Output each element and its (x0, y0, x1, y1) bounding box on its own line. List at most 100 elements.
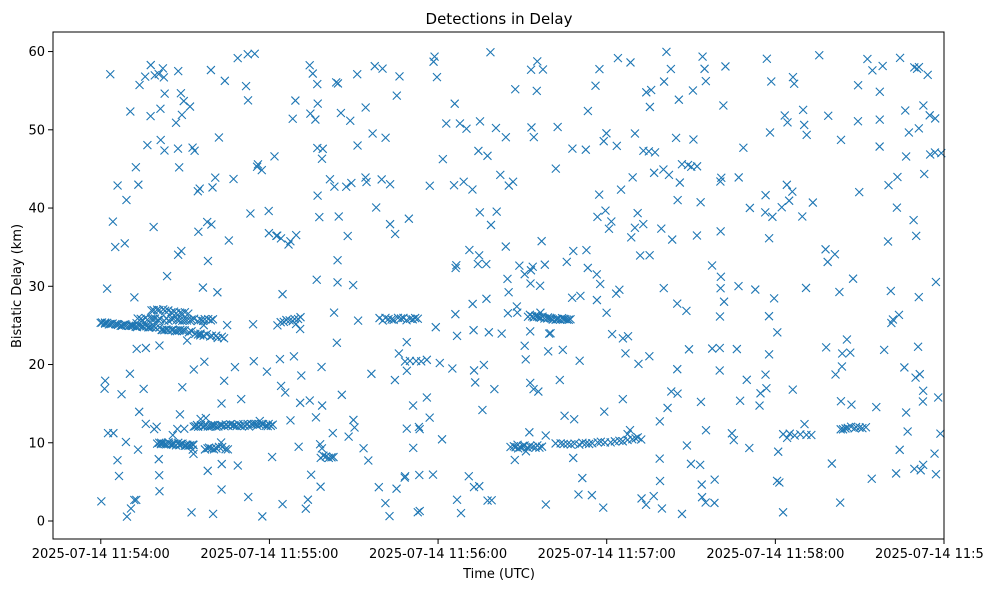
detection-marker (845, 348, 855, 358)
y-tick-label: 20 (28, 358, 45, 373)
detection-marker (416, 356, 426, 366)
detection-marker (154, 470, 164, 480)
detection-marker (784, 196, 794, 206)
detection-marker (268, 420, 278, 430)
detection-marker (931, 469, 941, 479)
detection-marker (925, 150, 935, 159)
detection-marker (778, 507, 788, 517)
detection-marker (483, 151, 492, 161)
detection-marker (291, 319, 301, 329)
detection-marker (576, 291, 585, 301)
detection-marker (760, 208, 770, 217)
detection-marker (799, 120, 809, 130)
detection-marker (641, 500, 651, 510)
detection-marker (414, 422, 424, 432)
detection-marker (633, 433, 643, 442)
detection-marker (327, 452, 336, 462)
detection-marker (310, 115, 320, 124)
detection-marker (667, 235, 677, 244)
detection-marker (278, 499, 287, 509)
detection-marker (319, 451, 328, 461)
detection-marker (755, 401, 764, 410)
detection-marker (649, 491, 659, 501)
detection-marker (782, 180, 792, 190)
detection-marker (520, 269, 530, 279)
detection-marker (178, 325, 188, 335)
detection-marker (716, 227, 726, 236)
detection-marker (470, 378, 480, 387)
detection-marker (317, 443, 327, 453)
detection-marker (306, 470, 316, 480)
detection-marker (385, 511, 394, 521)
detection-marker (581, 145, 591, 155)
detection-marker (346, 178, 356, 188)
detection-marker (173, 144, 183, 154)
detection-marker (316, 482, 325, 492)
detection-marker (808, 198, 818, 207)
detection-marker (583, 263, 593, 273)
detection-marker (214, 442, 224, 452)
detection-marker (255, 416, 265, 426)
detection-marker (675, 178, 685, 187)
detection-marker (835, 498, 845, 508)
detection-marker (715, 177, 725, 186)
detection-marker (177, 308, 187, 318)
detection-marker (317, 362, 326, 372)
detection-marker (931, 277, 941, 287)
detection-marker (595, 64, 604, 74)
detection-marker (901, 408, 911, 417)
detection-marker (408, 401, 418, 410)
detection-marker (875, 142, 885, 151)
detection-marker (637, 494, 646, 503)
detection-marker (451, 260, 461, 270)
detection-marker (925, 110, 935, 120)
detection-marker (219, 376, 229, 386)
detection-marker (630, 223, 640, 233)
x-tick-label: 2025-07-14 11:55:00 (200, 547, 338, 562)
detection-marker (729, 435, 739, 445)
detection-marker (649, 168, 659, 178)
detection-marker (707, 261, 717, 270)
detection-marker (133, 180, 143, 190)
detection-marker (236, 394, 246, 404)
detection-marker (296, 312, 305, 322)
detection-marker (508, 177, 518, 187)
detection-marker (783, 118, 792, 127)
detection-marker (886, 286, 896, 296)
detection-marker (270, 151, 279, 161)
detection-marker (143, 140, 152, 150)
detection-marker (196, 329, 205, 339)
detection-marker (134, 407, 144, 417)
detection-marker (146, 314, 156, 324)
detection-marker (159, 325, 169, 335)
detection-marker (290, 96, 300, 105)
detection-marker (217, 399, 226, 408)
detection-marker (797, 212, 807, 221)
y-axis-ticks: 0 10 20 30 40 50 60 (28, 45, 53, 530)
detection-marker (604, 224, 614, 234)
detection-marker (884, 180, 893, 190)
detection-marker (538, 65, 548, 74)
detection-marker (903, 427, 913, 436)
detection-marker (207, 331, 217, 341)
detection-marker (408, 443, 418, 453)
detection-marker (206, 65, 216, 75)
detection-marker (117, 389, 126, 399)
detection-marker (842, 335, 852, 344)
detection-marker (233, 53, 243, 63)
detection-marker (655, 476, 665, 486)
detection-marker (595, 279, 605, 289)
detection-marker (593, 437, 603, 447)
detection-marker (328, 428, 338, 438)
detection-marker (182, 336, 192, 345)
detection-marker (468, 299, 478, 309)
detection-marker (559, 439, 568, 449)
detection-marker (875, 87, 885, 97)
detection-marker (396, 314, 406, 323)
detection-marker (149, 222, 159, 232)
detection-marker (119, 320, 128, 330)
detection-marker (891, 469, 901, 478)
detection-marker (333, 277, 342, 287)
detection-marker (385, 219, 395, 229)
